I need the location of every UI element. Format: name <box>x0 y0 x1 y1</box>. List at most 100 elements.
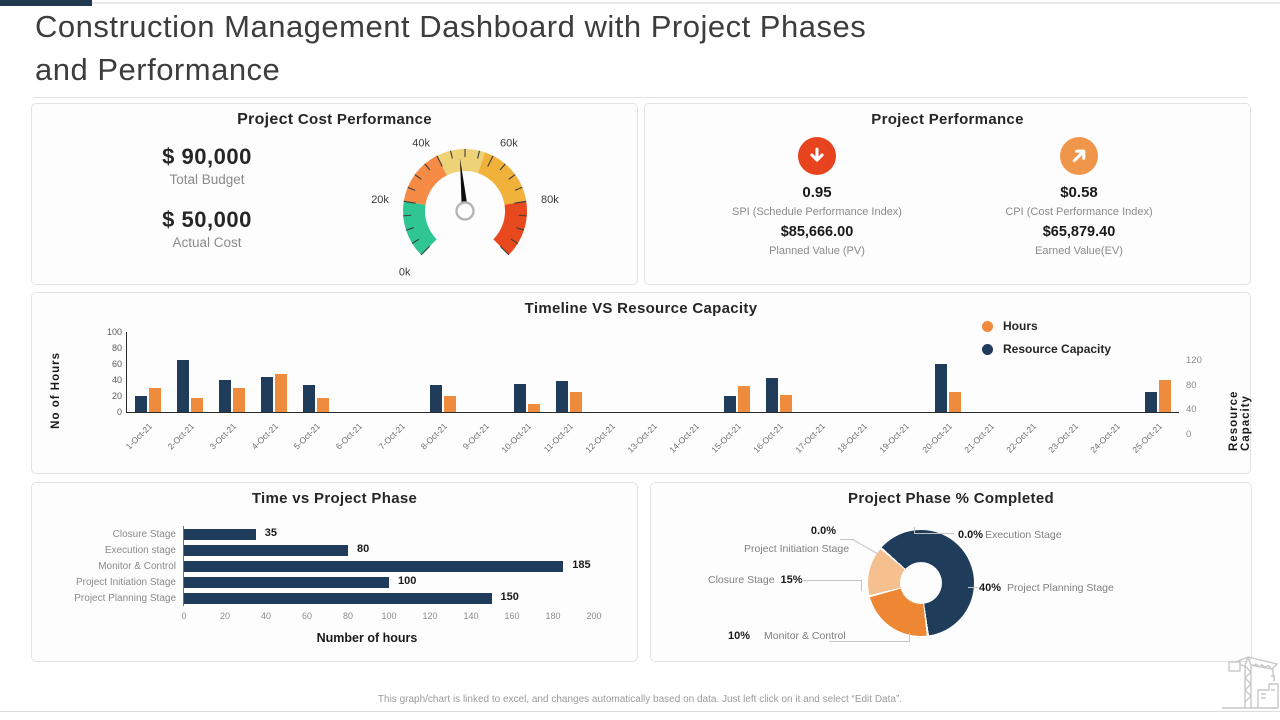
phase-bar[interactable] <box>184 544 348 556</box>
y-axis-tick-label: 80 <box>111 343 122 353</box>
bar-resource-capacity[interactable] <box>429 384 442 412</box>
bar-resource-capacity[interactable] <box>934 364 947 412</box>
x-axis-label: 21-Oct-21 <box>961 421 996 455</box>
phase-bar-track: 100 <box>183 574 594 590</box>
gauge-tick <box>514 200 527 204</box>
leader-line <box>840 539 854 540</box>
x-axis-label: 20-Oct-21 <box>919 421 954 455</box>
bar-hours[interactable] <box>191 397 204 412</box>
y-axis-ticks-left: 0 20 40 60 80 100 <box>88 327 122 417</box>
bar-resource-capacity[interactable] <box>555 380 568 412</box>
bar-hours[interactable] <box>780 395 793 412</box>
bar-resource-capacity[interactable] <box>1144 392 1157 412</box>
bar-hours[interactable] <box>948 392 961 412</box>
gauge-tick-label: 20k <box>371 194 389 206</box>
timeline-day-group[interactable] <box>1137 332 1179 412</box>
bar-hours[interactable] <box>738 386 751 412</box>
gauge-tick <box>508 174 516 180</box>
project-performance-panel[interactable]: Project Performance 0.95 SPI (Schedule P… <box>644 103 1251 285</box>
spi-label: SPI (Schedule Performance Index) <box>732 206 902 218</box>
x-axis-label: 12-Oct-21 <box>583 421 617 455</box>
cost-performance-panel[interactable]: Project Cost Performance $ 90,000 Total … <box>31 103 638 285</box>
timeline-day-group[interactable] <box>927 332 969 412</box>
bar-resource-capacity[interactable] <box>219 380 232 412</box>
timeline-day-group[interactable] <box>800 332 842 412</box>
total-budget-value: $ 90,000 <box>162 144 252 169</box>
phase-bar[interactable] <box>184 528 256 540</box>
timeline-day-group[interactable] <box>169 332 211 412</box>
bar-resource-capacity[interactable] <box>261 376 274 412</box>
timeline-day-group[interactable] <box>127 332 169 412</box>
phase-donut-chart[interactable] <box>868 530 974 636</box>
phase-bar[interactable] <box>184 560 564 572</box>
footer-note: This graph/chart is linked to excel, and… <box>377 694 903 705</box>
legend-item[interactable]: Resource Capacity <box>982 342 1111 356</box>
gauge-tick <box>403 200 416 204</box>
timeline-day-group[interactable] <box>506 332 548 412</box>
phase-bar[interactable] <box>184 592 492 604</box>
bar-resource-capacity[interactable] <box>724 396 737 412</box>
x-axis-label: 24-Oct-21 <box>1088 421 1122 455</box>
timeline-day-group[interactable] <box>632 332 674 412</box>
timeline-day-group[interactable] <box>337 332 379 412</box>
timeline-day-group[interactable] <box>842 332 884 412</box>
bar-hours[interactable] <box>275 373 288 412</box>
timeline-day-group[interactable] <box>548 332 590 412</box>
bar-resource-capacity[interactable] <box>513 384 526 412</box>
timeline-day-group[interactable] <box>464 332 506 412</box>
cost-gauge-chart[interactable]: 0k 20k 40k 60k 80k <box>350 119 580 279</box>
bar-hours[interactable] <box>569 392 582 412</box>
leader-line <box>861 580 862 591</box>
timeline-day-group[interactable] <box>295 332 337 412</box>
phase-bar-track: 150 <box>183 590 594 606</box>
bar-resource-capacity[interactable] <box>766 377 779 412</box>
bar-hours[interactable] <box>527 404 540 412</box>
gauge-segment <box>477 152 527 206</box>
hbar-plot-area[interactable]: Closure Stage 35 Execution stage 80 Monitor … <box>32 526 637 606</box>
phase-completed-panel[interactable]: Project Phase % Completed 0.0% Project I… <box>650 482 1252 662</box>
bar-hours[interactable] <box>443 396 456 412</box>
x-axis-label: 11-Oct-21 <box>541 421 575 455</box>
y-axis-tick-label: 20 <box>111 391 122 401</box>
chart-legend: Hours Resource Capacity <box>982 319 1111 365</box>
earned-value-label: Earned Value(EV) <box>1035 245 1123 257</box>
performance-panel-title: Project Performance <box>871 111 1024 128</box>
planned-value-label: Planned Value (PV) <box>769 245 865 257</box>
phase-bar[interactable] <box>184 576 389 588</box>
timeline-day-group[interactable] <box>211 332 253 412</box>
timeline-day-group[interactable] <box>716 332 758 412</box>
timeline-day-group[interactable] <box>758 332 800 412</box>
phase-label: Execution stage <box>104 544 176 556</box>
phase-value: 185 <box>572 559 591 571</box>
bar-hours[interactable] <box>233 388 246 412</box>
page-title-line1: Construction Management Dashboard with P… <box>35 9 867 44</box>
planned-value: $85,666.00 <box>780 224 854 240</box>
timeline-day-group[interactable] <box>590 332 632 412</box>
gauge-tick <box>510 238 519 244</box>
page-title-line2: and Performance <box>35 51 281 87</box>
bar-resource-capacity[interactable] <box>303 384 316 412</box>
gauge-tick <box>411 238 420 244</box>
bar-resource-capacity[interactable] <box>177 360 190 412</box>
time-vs-phase-panel[interactable]: Time vs Project Phase Closure Stage 35 Exe… <box>31 482 638 662</box>
bar-hours[interactable] <box>317 398 330 412</box>
timeline-title: Timeline VS Resource Capacity <box>524 300 758 317</box>
timeline-day-group[interactable] <box>884 332 926 412</box>
gauge-segment <box>403 201 438 255</box>
x-axis-label: 9-Oct-21 <box>460 421 491 452</box>
timeline-day-group[interactable] <box>379 332 421 412</box>
execution-pct: 0.0% <box>958 529 984 541</box>
bar-hours[interactable] <box>1158 380 1171 412</box>
timeline-day-group[interactable] <box>422 332 464 412</box>
gauge-tick-label: 60k <box>500 137 518 149</box>
right-axis-tick-label: 40 <box>1186 404 1197 415</box>
timeline-day-group[interactable] <box>674 332 716 412</box>
legend-item[interactable]: Hours <box>982 319 1111 333</box>
no-of-hours-label: No of Hours <box>50 352 62 429</box>
bar-resource-capacity[interactable] <box>135 396 148 412</box>
timeline-panel[interactable]: Timeline VS Resource Capacity No of Hour… <box>31 292 1252 474</box>
timeline-plot-area[interactable] <box>126 332 1179 413</box>
timeline-day-group[interactable] <box>253 332 295 412</box>
bar-hours[interactable] <box>149 388 162 412</box>
monitor-label: Monitor & Control <box>764 630 846 642</box>
